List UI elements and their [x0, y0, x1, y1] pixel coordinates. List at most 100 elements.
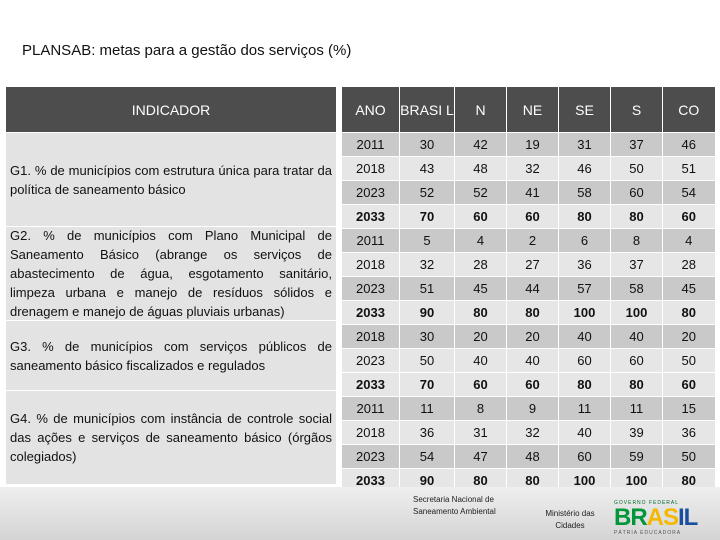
- metas-table: ANO BRASI L N NE SE S CO 2011 30 42 19 31 37 4…: [341, 87, 715, 492]
- table-cell: 11: [399, 396, 455, 421]
- table-cell: 58: [610, 276, 663, 301]
- page-title: PLANSAB: metas para a gestão dos serviço…: [22, 42, 352, 59]
- ministerio-line2: Cidades: [555, 521, 585, 530]
- table-cell: 32: [506, 420, 559, 445]
- table-cell: 5: [399, 228, 455, 253]
- table-cell: 2033: [341, 300, 400, 325]
- table-cell: 2033: [341, 204, 400, 229]
- table-cell: 37: [610, 252, 663, 277]
- table-cell: 80: [454, 300, 507, 325]
- table-cell: 52: [399, 180, 455, 205]
- table-cell: 50: [610, 156, 663, 181]
- table-cell: 2033: [341, 468, 400, 492]
- table-cell: 60: [454, 204, 507, 229]
- table-cell: 8: [610, 228, 663, 253]
- secretaria-line1: Secretaria Nacional de: [413, 495, 494, 504]
- table-cell: 19: [506, 132, 559, 157]
- table-cell: 52: [454, 180, 507, 205]
- table-row: 2018 32 28 27 36 37 28: [341, 252, 715, 277]
- table-cell: 80: [506, 468, 559, 492]
- table-cell: 60: [610, 348, 663, 373]
- table-row: 2023 52 52 41 58 60 54: [341, 180, 715, 205]
- table-cell: 20: [506, 324, 559, 349]
- table-cell: 40: [558, 324, 611, 349]
- header-se: SE: [558, 87, 611, 133]
- table-row: 2033 70 60 60 80 80 60: [341, 372, 715, 397]
- table-cell: 80: [662, 468, 715, 492]
- table-cell: 30: [399, 132, 455, 157]
- table-cell: 2011: [341, 132, 400, 157]
- table-cell: 40: [558, 420, 611, 445]
- table-cell: 51: [662, 156, 715, 181]
- table-row: 2011 11 8 9 11 11 15: [341, 396, 715, 421]
- table-row: 2023 51 45 44 57 58 45: [341, 276, 715, 301]
- indicator-g4: G4. % de municípios com instância de con…: [6, 391, 336, 484]
- footer-bar: [0, 487, 720, 540]
- table-cell: 50: [399, 348, 455, 373]
- table-cell: 4: [454, 228, 507, 253]
- table-cell: 2: [506, 228, 559, 253]
- table-cell: 47: [454, 444, 507, 469]
- logo-main-text: BRASIL: [614, 504, 698, 531]
- table-cell: 32: [399, 252, 455, 277]
- header-ano: ANO: [341, 87, 400, 133]
- table-cell: 31: [558, 132, 611, 157]
- table-cell: 2023: [341, 276, 400, 301]
- table-cell: 2018: [341, 420, 400, 445]
- table-cell: 60: [558, 444, 611, 469]
- table-cell: 80: [610, 372, 663, 397]
- table-row: 2018 36 31 32 40 39 36: [341, 420, 715, 445]
- secretaria-label: Secretaria Nacional de Saneamento Ambien…: [413, 494, 496, 518]
- table-cell: 4: [662, 228, 715, 253]
- table-cell: 2018: [341, 252, 400, 277]
- table-cell: 2033: [341, 372, 400, 397]
- table-cell: 80: [506, 300, 559, 325]
- table-cell: 40: [506, 348, 559, 373]
- table-cell: 40: [454, 348, 507, 373]
- header-brasil: BRASI L: [399, 87, 455, 133]
- header-s: S: [610, 87, 663, 133]
- table-cell: 2023: [341, 348, 400, 373]
- table-cell: 36: [399, 420, 455, 445]
- table-cell: 100: [610, 468, 663, 492]
- table-row: 2011 30 42 19 31 37 46: [341, 132, 715, 157]
- table-cell: 50: [662, 348, 715, 373]
- indicator-g2: G2. % de municípios com Plano Municipal …: [6, 227, 336, 320]
- table-cell: 11: [610, 396, 663, 421]
- table-cell: 15: [662, 396, 715, 421]
- table-cell: 28: [662, 252, 715, 277]
- table-row: 2033 90 80 80 100 100 80: [341, 300, 715, 325]
- table-cell: 80: [662, 300, 715, 325]
- table-cell: 70: [399, 372, 455, 397]
- table-cell: 43: [399, 156, 455, 181]
- table-cell: 20: [662, 324, 715, 349]
- table-cell: 80: [558, 372, 611, 397]
- table-cell: 39: [610, 420, 663, 445]
- table-cell: 90: [399, 468, 455, 492]
- table-row: 2023 54 47 48 60 59 50: [341, 444, 715, 469]
- table-cell: 8: [454, 396, 507, 421]
- table-row: 2018 43 48 32 46 50 51: [341, 156, 715, 181]
- table-cell: 31: [454, 420, 507, 445]
- table-cell: 30: [399, 324, 455, 349]
- header-ne: NE: [506, 87, 559, 133]
- table-cell: 27: [506, 252, 559, 277]
- table-cell: 48: [454, 156, 507, 181]
- table-cell: 45: [662, 276, 715, 301]
- table-cell: 2023: [341, 444, 400, 469]
- table-cell: 11: [558, 396, 611, 421]
- table-cell: 60: [506, 204, 559, 229]
- table-cell: 60: [610, 180, 663, 205]
- secretaria-line2: Saneamento Ambiental: [413, 507, 496, 516]
- brasil-logo: GOVERNO FEDERAL BRASIL PÁTRIA EDUCADORA: [614, 500, 716, 540]
- table-row: 2018 30 20 20 40 40 20: [341, 324, 715, 349]
- table-cell: 70: [399, 204, 455, 229]
- table-cell: 45: [454, 276, 507, 301]
- table-cell: 48: [506, 444, 559, 469]
- table-cell: 44: [506, 276, 559, 301]
- table-cell: 100: [558, 468, 611, 492]
- ministerio-line1: Ministério das: [545, 509, 595, 518]
- table-cell: 60: [558, 348, 611, 373]
- table-cell: 58: [558, 180, 611, 205]
- table-cell: 60: [506, 372, 559, 397]
